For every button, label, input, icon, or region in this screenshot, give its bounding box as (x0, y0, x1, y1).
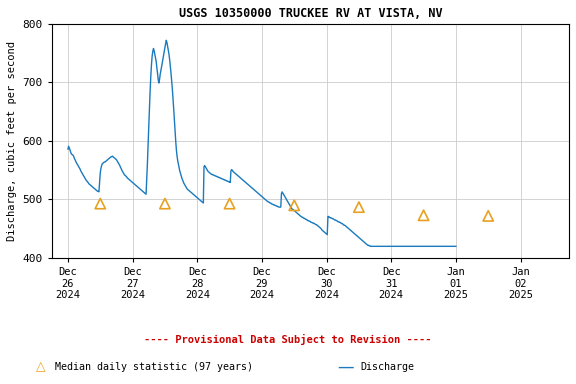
Text: ---- Provisional Data Subject to Revision ----: ---- Provisional Data Subject to Revisio… (144, 334, 432, 345)
Title: USGS 10350000 TRUCKEE RV AT VISTA, NV: USGS 10350000 TRUCKEE RV AT VISTA, NV (179, 7, 442, 20)
Point (225, 200, 234, 207)
Point (354, 204, 363, 210)
Point (96, 200, 105, 207)
Text: Discharge: Discharge (360, 362, 414, 372)
Point (160, 200, 169, 207)
Y-axis label: Discharge, cubic feet per second: Discharge, cubic feet per second (7, 41, 17, 241)
Point (419, 212, 428, 218)
Text: —: — (338, 358, 354, 376)
Text: △: △ (36, 360, 45, 373)
Text: Median daily statistic (97 years): Median daily statistic (97 years) (55, 362, 253, 372)
Point (484, 213, 493, 219)
Point (290, 202, 299, 209)
